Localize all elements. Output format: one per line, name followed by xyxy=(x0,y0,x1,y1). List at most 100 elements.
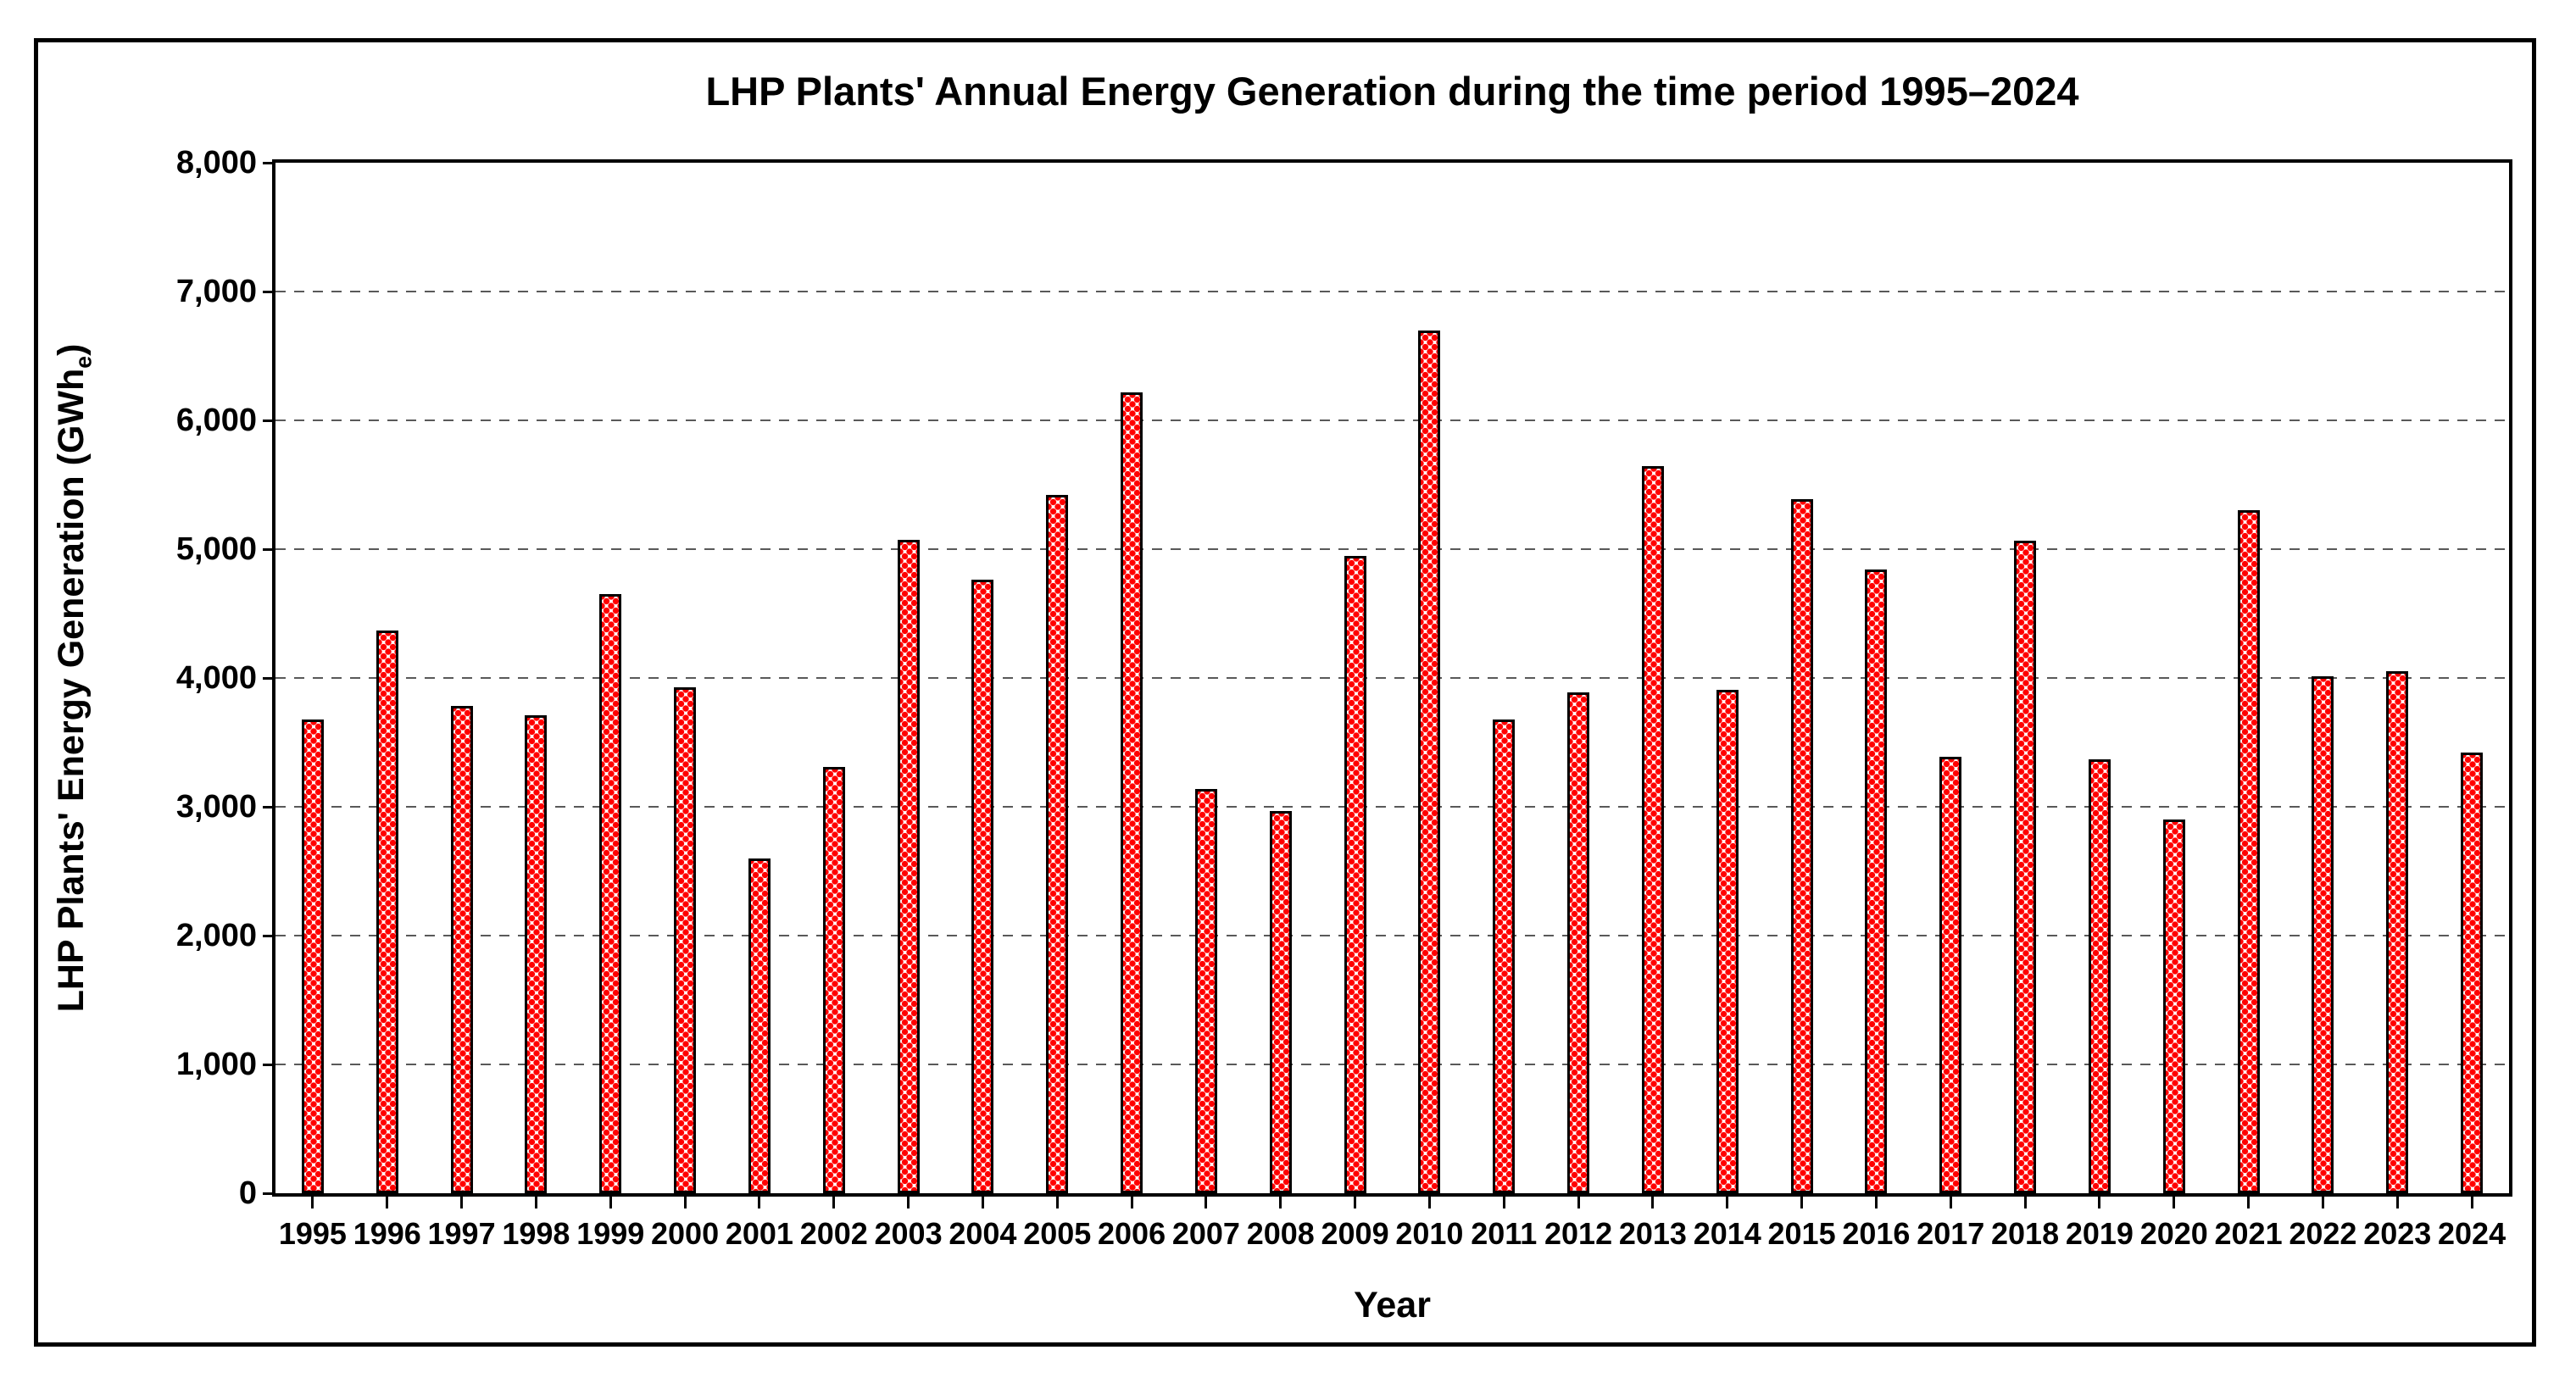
bar-2000 xyxy=(674,686,697,1193)
x-tick-2006 xyxy=(1130,1197,1133,1208)
x-tick-label-2023: 2023 xyxy=(2363,1216,2432,1251)
x-tick-2001 xyxy=(758,1197,761,1208)
x-tick-label-2013: 2013 xyxy=(1618,1216,1687,1251)
y-axis-title-close: ) xyxy=(51,343,92,356)
x-tick-label-2015: 2015 xyxy=(1767,1216,1836,1251)
x-tick-label-2024: 2024 xyxy=(2438,1216,2506,1251)
x-tick-label-2006: 2006 xyxy=(1098,1216,1166,1251)
x-tick-label-2014: 2014 xyxy=(1693,1216,1761,1251)
x-tick-label-1995: 1995 xyxy=(278,1216,347,1251)
x-axis-title: Year xyxy=(1354,1285,1431,1325)
y-tick-label-8000: 8,000 xyxy=(175,145,257,181)
y-tick-2000 xyxy=(263,934,274,937)
x-tick-2014 xyxy=(1726,1197,1729,1208)
x-tick-2000 xyxy=(683,1197,687,1208)
bar-2023 xyxy=(2386,670,2409,1193)
x-tick-2008 xyxy=(1279,1197,1282,1208)
x-tick-2022 xyxy=(2321,1197,2324,1208)
x-tick-label-2017: 2017 xyxy=(1917,1216,1985,1251)
bar-2022 xyxy=(2312,676,2334,1193)
x-tick-2002 xyxy=(832,1197,836,1208)
x-tick-label-2005: 2005 xyxy=(1023,1216,1092,1251)
y-tick-label-7000: 7,000 xyxy=(175,274,257,309)
bar-2016 xyxy=(1865,569,1888,1193)
y-tick-label-4000: 4,000 xyxy=(175,660,257,696)
y-tick-label-3000: 3,000 xyxy=(175,789,257,825)
x-tick-label-2022: 2022 xyxy=(2289,1216,2357,1251)
bar-2015 xyxy=(1790,498,1813,1193)
bar-2002 xyxy=(822,766,845,1193)
bar-2010 xyxy=(1418,330,1441,1193)
x-tick-2011 xyxy=(1502,1197,1505,1208)
x-tick-2020 xyxy=(2173,1197,2176,1208)
bar-2018 xyxy=(2014,541,2037,1193)
x-tick-2012 xyxy=(1577,1197,1580,1208)
x-tick-label-2016: 2016 xyxy=(1842,1216,1911,1251)
y-tick-3000 xyxy=(263,805,274,808)
x-tick-label-2008: 2008 xyxy=(1246,1216,1315,1251)
x-tick-2021 xyxy=(2247,1197,2251,1208)
bar-2024 xyxy=(2461,753,2484,1193)
plot-area xyxy=(272,159,2512,1197)
bar-2013 xyxy=(1641,465,1664,1193)
bar-2004 xyxy=(971,580,994,1193)
bar-2021 xyxy=(2237,510,2260,1193)
x-tick-1995 xyxy=(311,1197,314,1208)
x-tick-label-2011: 2011 xyxy=(1471,1216,1538,1251)
chart-title: LHP Plants' Annual Energy Generation dur… xyxy=(705,69,2079,114)
x-tick-2009 xyxy=(1354,1197,1357,1208)
y-tick-label-5000: 5,000 xyxy=(175,531,257,567)
x-tick-label-2007: 2007 xyxy=(1171,1216,1240,1251)
bar-1998 xyxy=(525,715,548,1193)
x-tick-2007 xyxy=(1205,1197,1208,1208)
gridline-4000 xyxy=(275,677,2509,679)
y-tick-1000 xyxy=(263,1063,274,1066)
x-tick-label-2001: 2001 xyxy=(725,1216,793,1251)
bar-2007 xyxy=(1194,788,1217,1193)
x-tick-2016 xyxy=(1874,1197,1878,1208)
x-tick-2024 xyxy=(2470,1197,2473,1208)
x-tick-label-2012: 2012 xyxy=(1544,1216,1613,1251)
y-axis-title: LHP Plants' Energy Generation (GWhe) xyxy=(51,344,97,1013)
x-tick-2003 xyxy=(907,1197,910,1208)
gridline-5000 xyxy=(275,548,2509,550)
x-tick-1999 xyxy=(609,1197,612,1208)
y-tick-4000 xyxy=(263,676,274,680)
x-tick-2010 xyxy=(1427,1197,1431,1208)
bar-2017 xyxy=(1939,756,1962,1193)
bar-2009 xyxy=(1344,555,1366,1193)
bar-2001 xyxy=(748,858,771,1193)
x-tick-2017 xyxy=(1949,1197,1952,1208)
x-tick-2018 xyxy=(2023,1197,2027,1208)
x-tick-1997 xyxy=(460,1197,464,1208)
y-tick-label-2000: 2,000 xyxy=(175,918,257,953)
x-tick-label-2000: 2000 xyxy=(651,1216,720,1251)
bar-1997 xyxy=(450,706,473,1193)
bar-2020 xyxy=(2162,820,2185,1193)
x-tick-1996 xyxy=(386,1197,389,1208)
x-tick-label-1997: 1997 xyxy=(427,1216,496,1251)
x-tick-label-2020: 2020 xyxy=(2139,1216,2208,1251)
x-tick-2013 xyxy=(1651,1197,1655,1208)
x-tick-2015 xyxy=(1800,1197,1804,1208)
bar-2008 xyxy=(1269,810,1292,1193)
y-tick-8000 xyxy=(263,161,274,164)
y-tick-5000 xyxy=(263,547,274,551)
y-tick-label-6000: 6,000 xyxy=(175,403,257,438)
x-tick-label-2018: 2018 xyxy=(1991,1216,2060,1251)
gridline-1000 xyxy=(275,1064,2509,1065)
y-tick-label-0: 0 xyxy=(238,1175,257,1211)
y-axis-title-subscript: e xyxy=(70,355,97,369)
x-tick-label-2003: 2003 xyxy=(874,1216,943,1251)
x-tick-label-1998: 1998 xyxy=(502,1216,570,1251)
x-tick-label-2004: 2004 xyxy=(949,1216,1017,1251)
bar-1999 xyxy=(599,594,622,1193)
x-tick-label-2002: 2002 xyxy=(799,1216,868,1251)
x-tick-label-2009: 2009 xyxy=(1321,1216,1389,1251)
x-tick-2004 xyxy=(981,1197,984,1208)
gridline-3000 xyxy=(275,806,2509,808)
bar-1995 xyxy=(301,719,324,1193)
x-tick-2023 xyxy=(2395,1197,2399,1208)
y-tick-label-1000: 1,000 xyxy=(175,1047,257,1082)
